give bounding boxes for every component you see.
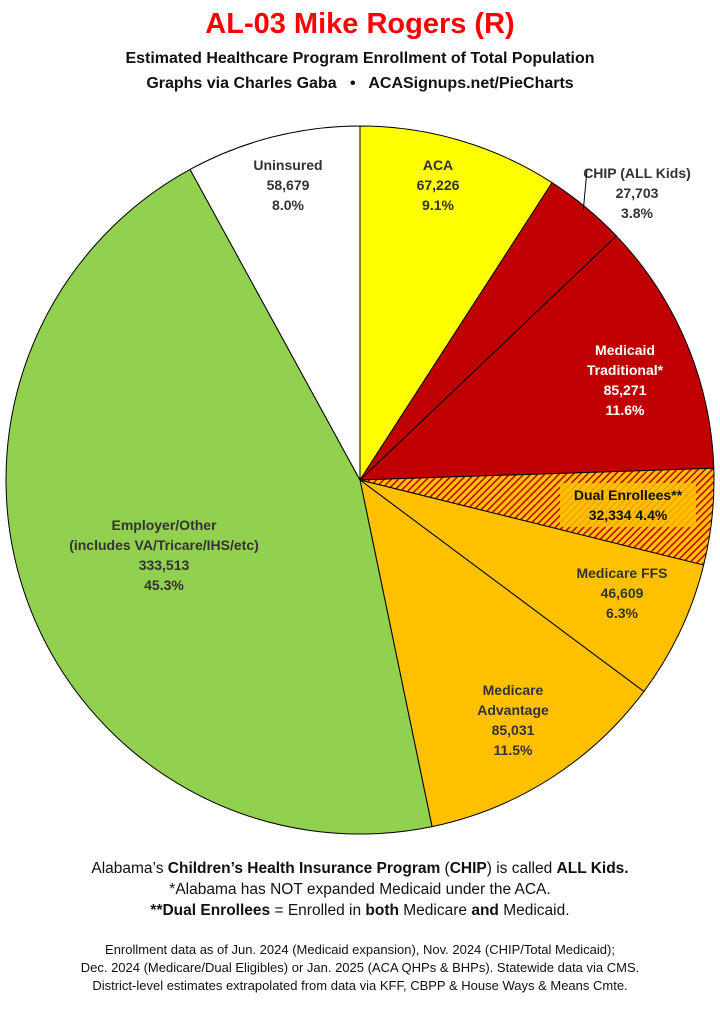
- chart-credit: Graphs via Charles Gaba • ACASignups.net…: [0, 75, 720, 93]
- slice-aca: [359, 125, 553, 482]
- credit-url: ACASignups.net/PieCharts: [368, 75, 574, 92]
- label-aca-line-3: 9.1%: [422, 197, 454, 213]
- label-medicare-advantage-line-4: 11.5%: [494, 742, 533, 758]
- label-employer-other-includes-va-tricare-ihs-etc-line-2: (includes VA/Tricare/IHS/etc): [69, 537, 259, 553]
- label-chip-all-kids-line-1: CHIP (ALL Kids): [583, 165, 691, 181]
- pie-labels: ACA 67,226 9.1% CHIP (ALL Kids) 27,703 3.8% Me…: [69, 157, 696, 758]
- label-aca: ACA 67,226 9.1%: [417, 157, 460, 213]
- label-uninsured-line-1: Uninsured: [253, 157, 322, 173]
- slice-medicare-advantage: [359, 478, 645, 828]
- dual-label-box: [560, 483, 696, 527]
- label-medicaid-traditional-line-3: 85,271: [604, 382, 647, 398]
- source-footer: Enrollment data as of Jun. 2024 (Medicai…: [0, 941, 720, 995]
- note-medicaid: *Alabama has NOT expanded Medicaid under…: [169, 881, 551, 898]
- label-medicare-advantage: Medicare Advantage 85,031 11.5%: [477, 682, 549, 758]
- label-uninsured: Uninsured 58,679 8.0%: [253, 157, 322, 213]
- label-chip-all-kids: CHIP (ALL Kids) 27,703 3.8%: [582, 165, 691, 221]
- label-employer-other-includes-va-tricare-ihs-etc-line-4: 45.3%: [144, 577, 184, 593]
- chart-subtitle: Estimated Healthcare Program Enrollment …: [125, 50, 595, 67]
- notes: Alabama’s Children’s Health Insurance Pr…: [0, 858, 720, 921]
- label-medicare-ffs-line-1: Medicare FFS: [576, 565, 667, 581]
- pie-chart: ACA 67,226 9.1% CHIP (ALL Kids) 27,703 3.8% Me…: [5, 125, 715, 835]
- note-dual: **Dual Enrollees = Enrolled in both Medi…: [150, 902, 570, 919]
- pie-slices: [5, 125, 715, 835]
- chart-title: AL-03 Mike Rogers (R): [205, 8, 515, 40]
- label-medicaid-traditional-line-4: 11.6%: [606, 402, 645, 418]
- label-medicare-advantage-line-1: Medicare: [483, 682, 544, 698]
- label-employer-other-includes-va-tricare-ihs-etc-line-1: Employer/Other: [111, 517, 217, 533]
- label-chip-all-kids-line-2: 27,703: [616, 185, 659, 201]
- label-employer-other-includes-va-tricare-ihs-etc: Employer/Other (includes VA/Tricare/IHS/e…: [69, 517, 259, 593]
- note-chip: Alabama’s Children’s Health Insurance Pr…: [91, 860, 629, 877]
- label-medicare-advantage-line-3: 85,031: [492, 722, 535, 738]
- label-dual-enrollees-line-2: 32,334 4.4%: [589, 507, 668, 523]
- footer-line-2: Dec. 2024 (Medicare/Dual Eligibles) or J…: [80, 960, 640, 975]
- label-dual-enrollees-line-1: Dual Enrollees**: [574, 487, 683, 503]
- label-medicare-advantage-line-2: Advantage: [477, 702, 549, 718]
- slice-medicaid-traditional: [358, 235, 715, 481]
- slice-medicare-ffs: [359, 479, 705, 693]
- credit-author: Graphs via Charles Gaba: [146, 75, 337, 92]
- label-uninsured-line-3: 8.0%: [272, 197, 304, 213]
- label-medicare-ffs-line-2: 46,609: [601, 585, 644, 601]
- footer-line-3: District-level estimates extrapolated fr…: [92, 978, 628, 993]
- label-medicare-ffs: Medicare FFS 46,609 6.3%: [576, 565, 667, 621]
- label-medicaid-traditional-line-2: Traditional*: [587, 362, 664, 378]
- label-employer-other-includes-va-tricare-ihs-etc-line-3: 333,513: [139, 557, 190, 573]
- label-chip-all-kids-line-3: 3.8%: [621, 205, 653, 221]
- label-uninsured-line-2: 58,679: [267, 177, 310, 193]
- footer-line-1: Enrollment data as of Jun. 2024 (Medicai…: [105, 942, 615, 957]
- label-medicaid-traditional: Medicaid Traditional* 85,271 11.6%: [587, 342, 664, 418]
- label-medicaid-traditional-line-1: Medicaid: [595, 342, 655, 358]
- chip-leader-line: [582, 169, 588, 211]
- label-dual-enrollees: Dual Enrollees** 32,334 4.4%: [560, 483, 696, 527]
- credit-bullet: •: [349, 75, 356, 92]
- label-aca-line-1: ACA: [423, 157, 453, 173]
- slice-employer-other-includes-va-tricare-ihs-etc: [5, 168, 433, 835]
- slice-uninsured: [189, 125, 361, 481]
- label-aca-line-2: 67,226: [417, 177, 460, 193]
- label-medicare-ffs-line-3: 6.3%: [606, 605, 638, 621]
